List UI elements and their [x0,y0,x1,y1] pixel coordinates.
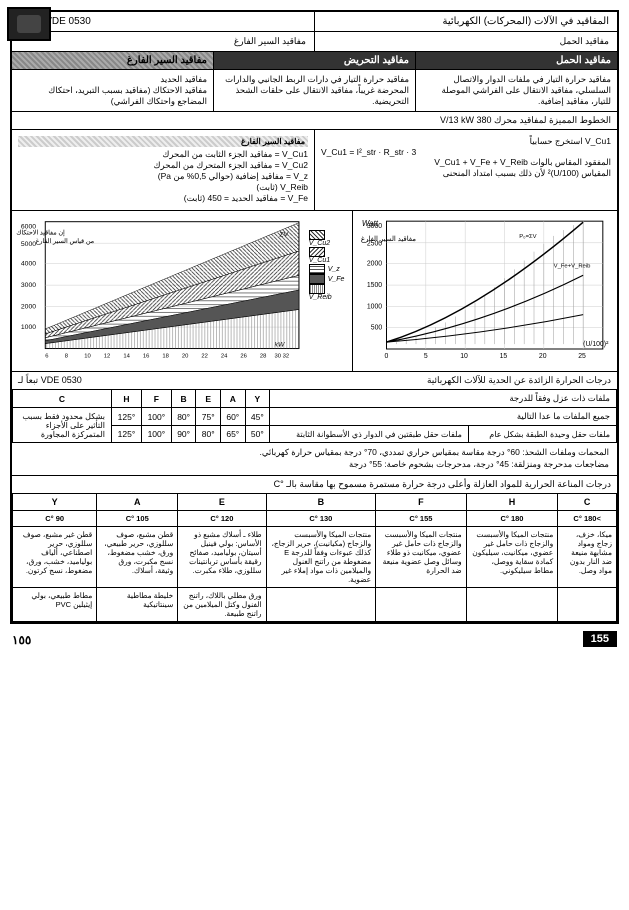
table-row: Y A E B F H C [13,494,617,511]
header-title-left: تبعاً لـ VDE 0530 [12,12,314,31]
svg-text:V_Fe+V_Reib: V_Fe+V_Reib [554,264,591,270]
svg-text:25: 25 [579,353,587,360]
temp-row2-sub1: ملفات حقل وحيدة الطبقة بشكل عام [468,426,616,443]
losses-content: مفاقيد حرارة التيار في ملفات الدوار والا… [12,70,617,112]
svg-text:18: 18 [162,353,169,359]
svg-text:26: 26 [240,353,247,359]
svg-text:إن مفاقيد الاحتكاك والمفاقيد ا: إن مفاقيد الاحتكاك والمفاقيد الحديدية مأ… [16,228,65,237]
svg-text:20: 20 [182,353,189,359]
formula-r4: المقياس (U/100)² لأن ذلك بسبب امتداد الم… [321,168,611,179]
chart-legend: V_Cu2 V_Cu1 V_z V_Fe V_Reib [309,215,349,367]
losses-load-text: مفاقيد حرارة التيار في ملفات الدوار والا… [415,70,617,111]
losses-idle-header: مفاقيد السير الفارغ [12,52,213,69]
curves-title: الخطوط المميزة لمفاقيد محرك 380 V/13 kW [12,112,617,130]
losses-idle-text: مفاقيد الحديد مفاقيد الاحتكاك (مفاقيد بس… [12,70,213,111]
svg-text:1000: 1000 [21,324,36,331]
svg-text:14: 14 [123,353,130,359]
machine-icon [7,7,51,41]
notes-l2: مضاجعات مدحرجة ومنزلقة: 45° درجة، مدحرجا… [20,459,609,471]
table-row: مطاط طبيعي، بولي إيثيلين PVC خليطة مطاطي… [13,587,617,621]
losses-headers: مفاقيد الحمل مفاقيد التحريض مفاقيد السير… [12,52,617,70]
svg-text:5000: 5000 [21,241,36,248]
svg-text:20: 20 [539,353,547,360]
losses-excit-header: مفاقيد التحريض [213,52,415,69]
svg-text:12: 12 [104,353,111,359]
table-row: ملفات ذات عزل وفقاً للدرجة Y A E B F H C [13,390,617,408]
losses-load-header: مفاقيد الحمل [415,52,617,69]
formula-l1: V_Cu1 = مفاقيد الجزء الثابت من المحرك [18,149,308,160]
legend-item: V_Fe [309,274,349,284]
formula-l4: V_Reib (ثابت) [18,182,308,193]
formula-l3: V_z = مفاقيد إضافية (حوالي 0,5% من Pa) [18,171,308,182]
table-row: 90 °C 105 °C 120 °C 130 °C 155 °C 180 °C… [13,510,617,526]
svg-text:0: 0 [385,353,389,360]
temp-row2-desc: بشكل محدود فقط بسبب التأثير على الأجزاء … [13,408,112,443]
svg-text:5: 5 [424,353,428,360]
page-frame: المفاقيد في الآلات (المحركات) الكهربائية… [10,10,619,624]
chart-left-container: Watt 3000 2500 2000 1500 1000 500 0 5 10… [352,211,617,371]
insulation-table: Y A E B F H C 90 °C 105 °C 120 °C 130 °C… [12,494,617,622]
svg-text:16: 16 [143,353,150,359]
formula-r3: المفقود المقاس بالوات V_Cu1 + V_Fe + V_R… [321,157,611,168]
temp-title-row: درجات الحرارة الزائدة عن الحدية للآلات ا… [12,372,617,390]
svg-text:500: 500 [371,324,383,331]
temp-row2-sub2: ملفات حقل طبقتين في الدوار ذي الأسطوانة … [270,426,469,443]
svg-text:3000: 3000 [21,282,36,289]
svg-text:15: 15 [500,353,508,360]
page-number-arabic: ١٥٥ [12,633,31,647]
temp-row1-sub: جميع الملفات ما عدا التالية [270,408,617,426]
table-row: قطن غير مشبع، صوف سللوزي، حرير اصطناعي، … [13,526,617,587]
subheader-right: مفاقيد الحمل [314,32,617,51]
svg-text:1000: 1000 [367,304,382,311]
svg-text:28: 28 [260,353,267,359]
table-row: جميع الملفات ما عدا التالية 45° 60° 75° … [13,408,617,426]
temp-title-right: درجات الحرارة الزائدة عن الحدية للآلات ا… [427,375,611,386]
chart-right-container: 6000 5000 4000 3000 2000 1000 6 8 10 12 … [12,211,352,371]
subheader-row: مفاقيد الحمل مفاقيد السير الفارغ [12,32,617,52]
svg-text:(U/100)²: (U/100)² [584,341,610,348]
formula-r1: V_Cu1 استخرج حسابياً [321,136,611,147]
svg-text:22: 22 [201,353,208,359]
formula-section: V_Cu1 استخرج حسابياً V_Cu1 = I²_str · R_… [12,130,617,211]
chart-idle-losses: Watt 3000 2500 2000 1500 1000 500 0 5 10… [357,215,613,365]
svg-text:6: 6 [45,353,48,359]
temperature-table: ملفات ذات عزل وفقاً للدرجة Y A E B F H C… [12,390,617,443]
insulation-title: درجات المناعة الحرارية للمواد العازلة وأ… [12,476,617,494]
formulas-left: مفاقيد السير الفارغ V_Cu1 = مفاقيد الجزء… [12,130,314,210]
formulas-right: V_Cu1 استخرج حسابياً V_Cu1 = I²_str · R_… [314,130,617,210]
svg-text:10: 10 [461,353,469,360]
header-row: المفاقيد في الآلات (المحركات) الكهربائية… [12,12,617,32]
formula-r2: V_Cu1 = I²_str · R_str · 3 [321,147,611,157]
svg-text:3000: 3000 [367,223,382,230]
formula-l5: V_Fe = مفاقيد الحديد = 450 (ثابت) [18,193,308,204]
charts-row: Watt 3000 2500 2000 1500 1000 500 0 5 10… [12,211,617,372]
chart-load-losses: 6000 5000 4000 3000 2000 1000 6 8 10 12 … [16,215,309,365]
svg-text:4000: 4000 [21,261,36,268]
header-title-right: المفاقيد في الآلات (المحركات) الكهربائية [314,12,617,31]
temp-row1-desc: ملفات ذات عزل وفقاً للدرجة [270,390,617,408]
notes-l1: المحمات وملفات الشحذ: 60° درجة مقاسة بمق… [20,447,609,459]
svg-text:10: 10 [84,353,91,359]
svg-text:مفاقيد السير الفارغ: مفاقيد السير الفارغ [361,235,416,243]
temp-notes: المحمات وملفات الشحذ: 60° درجة مقاسة بمق… [12,443,617,476]
temp-title-left: تبعاً لـ VDE 0530 [18,375,82,386]
svg-text:24: 24 [221,353,228,359]
legend-item: V_Cu1 [309,247,349,264]
svg-text:من قياس السير الفارغ: من قياس السير الفارغ [36,238,94,245]
legend-item: V_Reib [309,284,349,301]
svg-text:2000: 2000 [367,261,382,268]
svg-text:P₀=ΣV: P₀=ΣV [520,234,537,240]
legend-item: V_z [309,264,349,274]
page-number-box: 155 [583,631,617,647]
svg-text:8: 8 [65,353,68,359]
svg-text:2000: 2000 [21,304,36,311]
subheader-left: مفاقيد السير الفارغ [12,32,314,51]
svg-text:30 32: 30 32 [275,353,290,359]
svg-text:1500: 1500 [367,282,382,289]
svg-text:ΣV: ΣV [278,231,289,238]
losses-excit-text: مفاقيد حرارة التيار في دارات الربط الجان… [213,70,415,111]
formula-left-title: مفاقيد السير الفارغ [18,136,308,147]
formula-l2: V_Cu2 = مفاقيد الجزء المتحرك من المحرك [18,160,308,171]
legend-item: V_Cu2 [309,230,349,247]
